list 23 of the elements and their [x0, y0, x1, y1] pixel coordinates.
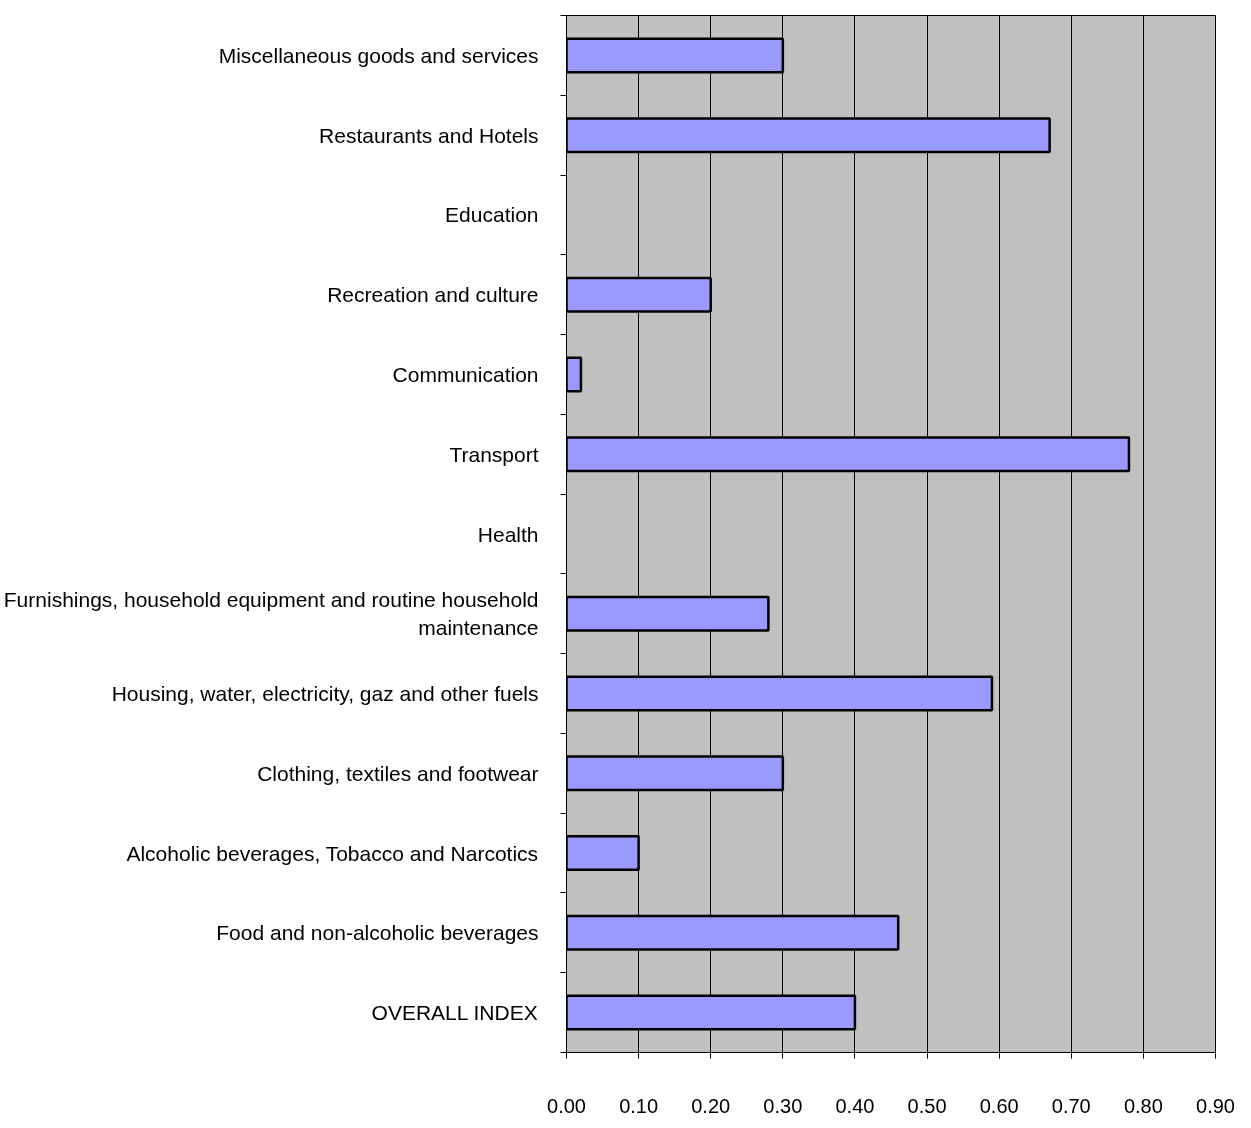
- x-tick-label: 0.50: [907, 1094, 947, 1117]
- y-tick-label: Food and non-alcoholic beverages: [216, 921, 539, 945]
- y-tick-label: Alcoholic beverages, Tobacco and Narcotics: [126, 841, 539, 865]
- x-tick-label: 0.80: [1123, 1094, 1163, 1117]
- y-tick-label: Transport: [449, 442, 539, 466]
- y-tick-label: OVERALL INDEX: [371, 1001, 538, 1025]
- x-tick-label: 0.10: [619, 1094, 659, 1117]
- x-tick-label: 0.70: [1051, 1094, 1091, 1117]
- y-tick-label: Miscellaneous goods and services: [218, 43, 539, 67]
- y-tick-label: Clothing, textiles and footwear: [257, 761, 539, 785]
- x-tick-label: 0.90: [1196, 1094, 1235, 1117]
- x-tick-label: 0.20: [691, 1094, 731, 1117]
- x-tick-label: 0.30: [763, 1094, 803, 1117]
- y-tick-label: Communication: [392, 362, 539, 386]
- y-tick-label: Furnishings, household equipment and routine household maintenance: [3, 588, 539, 640]
- y-tick-label: Recreation and culture: [327, 283, 539, 307]
- y-tick-label: Health: [477, 522, 539, 546]
- y-tick-label: Housing, water, electricity, gaz and other fuels: [111, 682, 539, 706]
- y-tick-label: Education: [445, 203, 539, 227]
- x-tick-label: 0.40: [835, 1094, 875, 1117]
- x-tick-label: 0.60: [979, 1094, 1019, 1117]
- x-tick-label: 0.00: [547, 1094, 586, 1117]
- y-tick-label: Restaurants and Hotels: [319, 123, 539, 147]
